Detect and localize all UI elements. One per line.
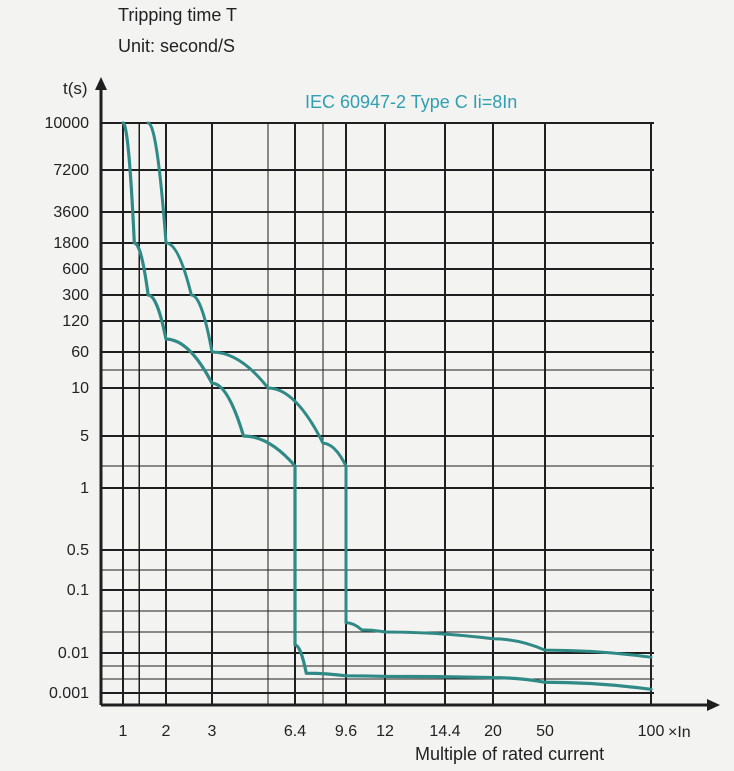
x-tick-label: 3 xyxy=(208,723,217,740)
y-axis-arrow xyxy=(95,77,107,90)
y-tick-label: 1 xyxy=(80,480,89,497)
y-tick-label: 0.5 xyxy=(67,542,89,559)
x-axis-arrow xyxy=(707,699,720,711)
x-tick-label: 1 xyxy=(119,723,128,740)
x-tick-label: 20 xyxy=(484,723,502,740)
y-tick-label: 7200 xyxy=(53,162,89,179)
series-line xyxy=(121,121,653,691)
x-tick-label: 9.6 xyxy=(335,723,357,740)
chart-annotation: IEC 60947-2 Type C Ii=8In xyxy=(305,92,517,112)
y-tick-label: 0.001 xyxy=(49,685,89,702)
x-axis-unit: ×In xyxy=(668,724,691,741)
chart-grid xyxy=(101,122,654,705)
y-tick-label: 600 xyxy=(62,261,89,278)
y-tick-label: 300 xyxy=(62,287,89,304)
axis-group xyxy=(95,77,720,711)
y-tick-label: 5 xyxy=(80,428,89,445)
series-group xyxy=(121,121,653,691)
tick-labels: 1 2 3 6.4 9.6 12 14.4 20 50 100100007200360018006… xyxy=(45,115,665,740)
x-tick-label: 12 xyxy=(376,723,394,740)
y-tick-label: 120 xyxy=(62,313,89,330)
series-line xyxy=(146,121,653,659)
x-tick-label: 6.4 xyxy=(284,723,306,740)
chart-subtitle: Unit: second/S xyxy=(118,36,235,56)
x-tick-label: 100 xyxy=(638,723,665,740)
x-tick-label: 2 xyxy=(162,723,171,740)
x-tick-label: 14.4 xyxy=(429,723,460,740)
y-axis-label: t(s) xyxy=(63,79,88,98)
y-tick-label: 60 xyxy=(71,344,89,361)
chart-title: Tripping time T xyxy=(118,5,237,25)
y-tick-label: 3600 xyxy=(53,204,89,221)
y-tick-label: 0.01 xyxy=(58,645,89,662)
y-tick-label: 10 xyxy=(71,380,89,397)
x-axis-label: Multiple of rated current xyxy=(415,744,604,764)
x-tick-label: 50 xyxy=(536,723,554,740)
y-tick-label: 1800 xyxy=(53,235,89,252)
y-tick-label: 10000 xyxy=(45,115,90,132)
y-tick-label: 0.1 xyxy=(67,582,89,599)
